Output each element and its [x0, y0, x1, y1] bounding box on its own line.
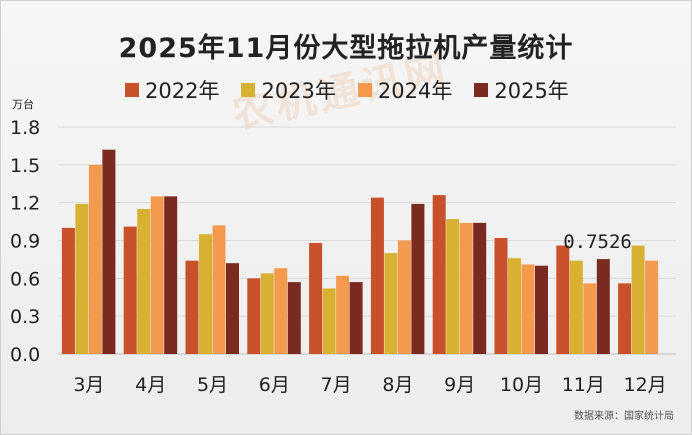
bar — [631, 245, 645, 354]
bar — [473, 222, 487, 354]
x-tick-label: 7月 — [321, 374, 352, 396]
x-tick-label: 6月 — [259, 374, 290, 396]
bar — [618, 283, 632, 354]
bar — [322, 288, 336, 354]
bar — [185, 260, 199, 354]
x-tick-label: 4月 — [135, 374, 166, 396]
x-tick-label: 11月 — [562, 374, 605, 396]
bar — [556, 245, 570, 354]
x-tick-label: 3月 — [73, 374, 104, 396]
source-note: 数据来源：国家统计局 — [574, 411, 674, 422]
bar — [535, 265, 548, 354]
bar — [411, 203, 425, 354]
bar — [349, 282, 363, 354]
x-tick-label: 8月 — [382, 374, 413, 396]
legend-item-2022: 2022年 — [125, 75, 219, 105]
bar — [370, 197, 384, 354]
bar — [446, 219, 460, 354]
y-tick-label: 0.3 — [10, 306, 40, 328]
bar — [247, 278, 261, 354]
bar — [61, 227, 75, 354]
data-label: 0.7526 — [563, 231, 632, 253]
bar — [583, 283, 597, 354]
legend-item-2024: 2024年 — [357, 75, 453, 105]
y-tick-label: 0.9 — [10, 231, 40, 253]
bar — [102, 149, 116, 354]
bar — [150, 196, 164, 354]
bar — [226, 263, 239, 354]
bar — [260, 273, 274, 354]
bar — [164, 196, 178, 354]
bar — [336, 275, 350, 354]
bar — [384, 253, 398, 354]
legend-item-2025: 2025年 — [474, 75, 569, 105]
legend-label-2023: 2023年 — [261, 79, 336, 103]
legend-swatch-2022 — [125, 83, 139, 97]
y-tick-label: 1.8 — [10, 117, 40, 139]
legend-item-2023: 2023年 — [241, 75, 336, 105]
bar — [459, 222, 473, 354]
x-tick-label: 12月 — [624, 374, 667, 396]
x-tick-label: 9月 — [444, 374, 475, 396]
chart-title: 2025年11月份大型拖拉机产量统计 — [118, 33, 574, 64]
legend-swatch-2023 — [241, 83, 256, 97]
y-tick-label: 0.6 — [10, 268, 40, 290]
legend-label-2025: 2025年 — [494, 79, 569, 103]
x-tick-label: 5月 — [197, 374, 228, 396]
legend-swatch-2024 — [357, 83, 372, 97]
bar — [309, 243, 323, 354]
bar — [569, 260, 583, 354]
y-tick-label: 1.5 — [10, 155, 40, 177]
legend-swatch-2025 — [474, 83, 489, 97]
y-tick-label: 0.0 — [10, 344, 40, 366]
bar — [137, 208, 151, 354]
bar — [432, 195, 446, 354]
legend: 2022年 2023年 2024年 2025年 — [125, 75, 569, 105]
bar — [123, 226, 137, 354]
bar — [199, 234, 212, 354]
bar — [645, 260, 659, 354]
bar — [88, 164, 102, 354]
bar — [508, 258, 521, 354]
bar — [494, 237, 508, 354]
bar — [212, 225, 226, 354]
bar — [287, 282, 301, 354]
bar — [274, 268, 288, 354]
x-tick-label: 10月 — [500, 374, 543, 396]
legend-label-2022: 2022年 — [145, 79, 220, 103]
y-unit-label: 万台 — [12, 98, 34, 111]
bar — [75, 203, 89, 354]
legend-label-2024: 2024年 — [377, 79, 453, 103]
bar — [397, 240, 411, 354]
bar — [521, 264, 535, 354]
y-tick-label: 1.2 — [10, 193, 40, 215]
bar — [596, 259, 610, 354]
